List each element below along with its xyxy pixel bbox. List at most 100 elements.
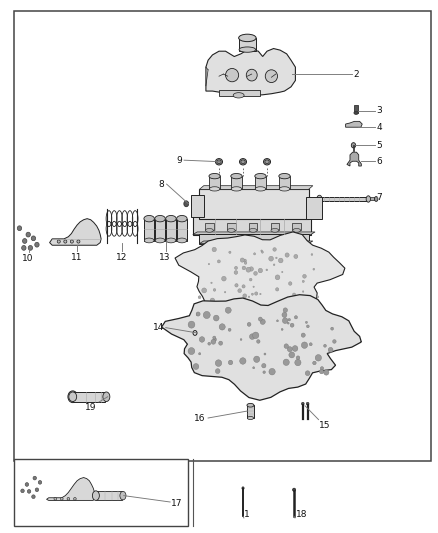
Ellipse shape	[265, 70, 278, 83]
Ellipse shape	[54, 497, 57, 500]
Ellipse shape	[222, 276, 226, 281]
Ellipse shape	[263, 371, 265, 374]
Ellipse shape	[269, 256, 273, 261]
Bar	[319, 197, 367, 201]
Ellipse shape	[22, 239, 27, 244]
Ellipse shape	[254, 253, 256, 255]
Ellipse shape	[209, 173, 220, 179]
Ellipse shape	[35, 488, 39, 491]
Ellipse shape	[177, 238, 187, 243]
Ellipse shape	[103, 392, 110, 401]
Bar	[249, 223, 258, 230]
Ellipse shape	[269, 368, 275, 375]
Ellipse shape	[74, 497, 76, 500]
Bar	[239, 38, 256, 51]
Ellipse shape	[290, 323, 294, 327]
Ellipse shape	[276, 288, 279, 291]
Ellipse shape	[68, 391, 78, 402]
Bar	[306, 197, 321, 219]
Ellipse shape	[205, 229, 213, 232]
Ellipse shape	[317, 296, 319, 298]
Ellipse shape	[243, 294, 247, 298]
Text: 2: 2	[353, 70, 359, 78]
Ellipse shape	[302, 280, 304, 282]
Ellipse shape	[293, 229, 300, 232]
Ellipse shape	[279, 173, 290, 179]
Text: 3: 3	[376, 106, 382, 115]
Ellipse shape	[246, 69, 257, 81]
Ellipse shape	[240, 258, 244, 262]
Ellipse shape	[328, 348, 333, 352]
Ellipse shape	[319, 369, 324, 374]
Ellipse shape	[193, 364, 199, 369]
Ellipse shape	[228, 328, 231, 332]
Polygon shape	[346, 122, 362, 127]
Text: 13: 13	[159, 253, 171, 262]
Ellipse shape	[155, 215, 165, 222]
Ellipse shape	[28, 246, 32, 251]
Ellipse shape	[264, 159, 271, 165]
Ellipse shape	[305, 321, 307, 324]
Ellipse shape	[226, 68, 239, 82]
Text: 12: 12	[116, 253, 127, 262]
Text: 19: 19	[85, 403, 97, 412]
Ellipse shape	[188, 348, 195, 354]
Polygon shape	[49, 219, 101, 245]
Bar	[209, 176, 220, 189]
Bar	[353, 146, 354, 151]
Ellipse shape	[295, 359, 301, 366]
Ellipse shape	[212, 247, 216, 252]
Polygon shape	[175, 232, 345, 325]
Ellipse shape	[283, 359, 290, 366]
Text: 15: 15	[319, 421, 331, 430]
Ellipse shape	[210, 298, 215, 303]
Ellipse shape	[366, 196, 371, 202]
Ellipse shape	[209, 187, 220, 191]
Ellipse shape	[309, 343, 312, 346]
Ellipse shape	[196, 312, 200, 316]
Polygon shape	[347, 152, 361, 166]
Ellipse shape	[301, 402, 304, 405]
Ellipse shape	[279, 258, 283, 263]
Ellipse shape	[303, 274, 306, 278]
Ellipse shape	[38, 480, 42, 484]
Ellipse shape	[281, 328, 283, 330]
Ellipse shape	[198, 296, 201, 298]
Ellipse shape	[198, 353, 201, 355]
Text: 8: 8	[158, 180, 164, 189]
Ellipse shape	[57, 240, 60, 243]
Polygon shape	[199, 185, 313, 189]
Ellipse shape	[320, 367, 324, 370]
Ellipse shape	[219, 341, 223, 345]
Ellipse shape	[282, 312, 287, 318]
Ellipse shape	[260, 293, 261, 295]
Ellipse shape	[21, 246, 26, 251]
Ellipse shape	[241, 160, 245, 164]
Ellipse shape	[249, 278, 252, 281]
Ellipse shape	[234, 271, 238, 274]
Bar	[292, 223, 301, 230]
Ellipse shape	[188, 321, 195, 328]
Ellipse shape	[305, 371, 310, 376]
Ellipse shape	[254, 292, 258, 295]
Ellipse shape	[27, 489, 31, 493]
Ellipse shape	[244, 262, 247, 264]
Ellipse shape	[261, 364, 266, 368]
Ellipse shape	[145, 238, 154, 243]
Ellipse shape	[215, 159, 223, 165]
Ellipse shape	[287, 322, 289, 324]
Ellipse shape	[273, 264, 275, 265]
Ellipse shape	[33, 476, 36, 480]
Ellipse shape	[64, 240, 67, 243]
Ellipse shape	[225, 307, 231, 313]
Ellipse shape	[294, 316, 297, 319]
Bar	[191, 195, 204, 217]
Bar	[166, 219, 176, 241]
Ellipse shape	[67, 497, 70, 500]
Ellipse shape	[208, 342, 211, 345]
Ellipse shape	[331, 327, 334, 330]
Ellipse shape	[273, 248, 276, 251]
Ellipse shape	[213, 315, 219, 321]
Ellipse shape	[215, 360, 222, 366]
Ellipse shape	[282, 271, 283, 273]
